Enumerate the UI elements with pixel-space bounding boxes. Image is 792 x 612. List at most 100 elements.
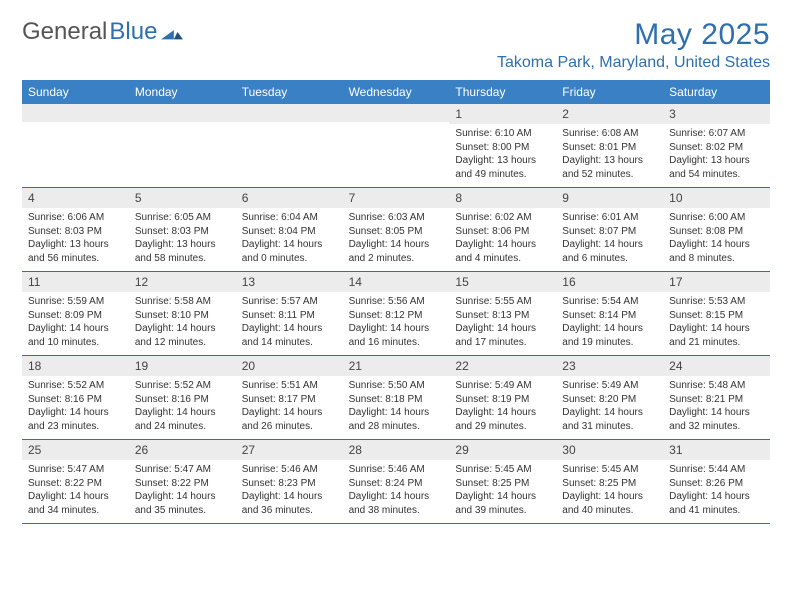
- daylight-text: Daylight: 14 hours and 26 minutes.: [242, 406, 337, 433]
- daylight-text: Daylight: 14 hours and 16 minutes.: [349, 322, 444, 349]
- daylight-text: Daylight: 14 hours and 10 minutes.: [28, 322, 123, 349]
- sunrise-text: Sunrise: 6:07 AM: [669, 127, 764, 141]
- sunrise-text: Sunrise: 5:49 AM: [562, 379, 657, 393]
- sunset-text: Sunset: 8:20 PM: [562, 393, 657, 407]
- day-number: 26: [129, 440, 236, 460]
- sunset-text: Sunset: 8:26 PM: [669, 477, 764, 491]
- sunset-text: Sunset: 8:04 PM: [242, 225, 337, 239]
- sunrise-text: Sunrise: 5:58 AM: [135, 295, 230, 309]
- day-number: 21: [343, 356, 450, 376]
- weeks-container: 1Sunrise: 6:10 AMSunset: 8:00 PMDaylight…: [22, 104, 770, 524]
- calendar-grid: Sunday Monday Tuesday Wednesday Thursday…: [22, 80, 770, 524]
- sunrise-text: Sunrise: 6:10 AM: [455, 127, 550, 141]
- calendar-cell: [236, 104, 343, 187]
- calendar-cell: 9Sunrise: 6:01 AMSunset: 8:07 PMDaylight…: [556, 188, 663, 271]
- day-content: Sunrise: 6:04 AMSunset: 8:04 PMDaylight:…: [236, 208, 343, 271]
- day-number: 29: [449, 440, 556, 460]
- dow-sunday: Sunday: [22, 80, 129, 104]
- day-number: 7: [343, 188, 450, 208]
- daylight-text: Daylight: 14 hours and 2 minutes.: [349, 238, 444, 265]
- sunset-text: Sunset: 8:22 PM: [135, 477, 230, 491]
- day-content: Sunrise: 5:56 AMSunset: 8:12 PMDaylight:…: [343, 292, 450, 355]
- calendar-week: 11Sunrise: 5:59 AMSunset: 8:09 PMDayligh…: [22, 272, 770, 356]
- dow-thursday: Thursday: [449, 80, 556, 104]
- sunset-text: Sunset: 8:16 PM: [28, 393, 123, 407]
- sunset-text: Sunset: 8:24 PM: [349, 477, 444, 491]
- day-content: Sunrise: 5:49 AMSunset: 8:20 PMDaylight:…: [556, 376, 663, 439]
- dow-wednesday: Wednesday: [343, 80, 450, 104]
- dow-monday: Monday: [129, 80, 236, 104]
- day-number: 8: [449, 188, 556, 208]
- day-content: Sunrise: 5:58 AMSunset: 8:10 PMDaylight:…: [129, 292, 236, 355]
- day-number: 2: [556, 104, 663, 124]
- calendar-cell: 4Sunrise: 6:06 AMSunset: 8:03 PMDaylight…: [22, 188, 129, 271]
- sunrise-text: Sunrise: 5:53 AM: [669, 295, 764, 309]
- calendar-cell: 13Sunrise: 5:57 AMSunset: 8:11 PMDayligh…: [236, 272, 343, 355]
- daylight-text: Daylight: 14 hours and 19 minutes.: [562, 322, 657, 349]
- sunset-text: Sunset: 8:23 PM: [242, 477, 337, 491]
- day-content: Sunrise: 6:06 AMSunset: 8:03 PMDaylight:…: [22, 208, 129, 271]
- location-label: Takoma Park, Maryland, United States: [497, 54, 770, 72]
- sunrise-text: Sunrise: 5:54 AM: [562, 295, 657, 309]
- sunset-text: Sunset: 8:09 PM: [28, 309, 123, 323]
- day-number: 12: [129, 272, 236, 292]
- calendar-cell: 11Sunrise: 5:59 AMSunset: 8:09 PMDayligh…: [22, 272, 129, 355]
- sunset-text: Sunset: 8:16 PM: [135, 393, 230, 407]
- sunset-text: Sunset: 8:15 PM: [669, 309, 764, 323]
- day-content: Sunrise: 6:08 AMSunset: 8:01 PMDaylight:…: [556, 124, 663, 187]
- month-title: May 2025: [497, 18, 770, 52]
- calendar-week: 25Sunrise: 5:47 AMSunset: 8:22 PMDayligh…: [22, 440, 770, 524]
- brand-logo: GeneralBlue: [22, 18, 183, 46]
- day-number: 18: [22, 356, 129, 376]
- sunrise-text: Sunrise: 6:02 AM: [455, 211, 550, 225]
- day-content: Sunrise: 5:49 AMSunset: 8:19 PMDaylight:…: [449, 376, 556, 439]
- brand-mark-icon: [161, 24, 183, 40]
- sunrise-text: Sunrise: 6:04 AM: [242, 211, 337, 225]
- calendar-cell: 31Sunrise: 5:44 AMSunset: 8:26 PMDayligh…: [663, 440, 770, 523]
- day-content: Sunrise: 5:54 AMSunset: 8:14 PMDaylight:…: [556, 292, 663, 355]
- daylight-text: Daylight: 14 hours and 23 minutes.: [28, 406, 123, 433]
- daylight-text: Daylight: 13 hours and 49 minutes.: [455, 154, 550, 181]
- day-content: Sunrise: 6:00 AMSunset: 8:08 PMDaylight:…: [663, 208, 770, 271]
- daylight-text: Daylight: 14 hours and 36 minutes.: [242, 490, 337, 517]
- day-content: Sunrise: 5:53 AMSunset: 8:15 PMDaylight:…: [663, 292, 770, 355]
- day-content: Sunrise: 6:01 AMSunset: 8:07 PMDaylight:…: [556, 208, 663, 271]
- day-content: Sunrise: 6:02 AMSunset: 8:06 PMDaylight:…: [449, 208, 556, 271]
- daylight-text: Daylight: 14 hours and 40 minutes.: [562, 490, 657, 517]
- dow-saturday: Saturday: [663, 80, 770, 104]
- day-number: [343, 104, 450, 122]
- sunrise-text: Sunrise: 6:06 AM: [28, 211, 123, 225]
- calendar-cell: [129, 104, 236, 187]
- day-number: 15: [449, 272, 556, 292]
- brand-part1: General: [22, 18, 107, 46]
- sunset-text: Sunset: 8:10 PM: [135, 309, 230, 323]
- calendar-cell: 30Sunrise: 5:45 AMSunset: 8:25 PMDayligh…: [556, 440, 663, 523]
- sunset-text: Sunset: 8:18 PM: [349, 393, 444, 407]
- calendar-cell: 29Sunrise: 5:45 AMSunset: 8:25 PMDayligh…: [449, 440, 556, 523]
- daylight-text: Daylight: 14 hours and 24 minutes.: [135, 406, 230, 433]
- calendar-cell: 21Sunrise: 5:50 AMSunset: 8:18 PMDayligh…: [343, 356, 450, 439]
- calendar-cell: 14Sunrise: 5:56 AMSunset: 8:12 PMDayligh…: [343, 272, 450, 355]
- sunrise-text: Sunrise: 5:51 AM: [242, 379, 337, 393]
- day-content: [129, 122, 236, 182]
- sunrise-text: Sunrise: 6:03 AM: [349, 211, 444, 225]
- sunset-text: Sunset: 8:12 PM: [349, 309, 444, 323]
- calendar-cell: [22, 104, 129, 187]
- sunrise-text: Sunrise: 5:52 AM: [28, 379, 123, 393]
- day-content: Sunrise: 5:52 AMSunset: 8:16 PMDaylight:…: [129, 376, 236, 439]
- calendar-week: 18Sunrise: 5:52 AMSunset: 8:16 PMDayligh…: [22, 356, 770, 440]
- sunset-text: Sunset: 8:19 PM: [455, 393, 550, 407]
- calendar-cell: 8Sunrise: 6:02 AMSunset: 8:06 PMDaylight…: [449, 188, 556, 271]
- sunrise-text: Sunrise: 5:57 AM: [242, 295, 337, 309]
- day-number: 24: [663, 356, 770, 376]
- day-number: 28: [343, 440, 450, 460]
- day-content: [343, 122, 450, 182]
- day-number: 27: [236, 440, 343, 460]
- sunrise-text: Sunrise: 6:00 AM: [669, 211, 764, 225]
- sunset-text: Sunset: 8:01 PM: [562, 141, 657, 155]
- day-number: 31: [663, 440, 770, 460]
- calendar-cell: 15Sunrise: 5:55 AMSunset: 8:13 PMDayligh…: [449, 272, 556, 355]
- calendar-cell: 3Sunrise: 6:07 AMSunset: 8:02 PMDaylight…: [663, 104, 770, 187]
- day-number: 13: [236, 272, 343, 292]
- title-block: May 2025 Takoma Park, Maryland, United S…: [497, 18, 770, 72]
